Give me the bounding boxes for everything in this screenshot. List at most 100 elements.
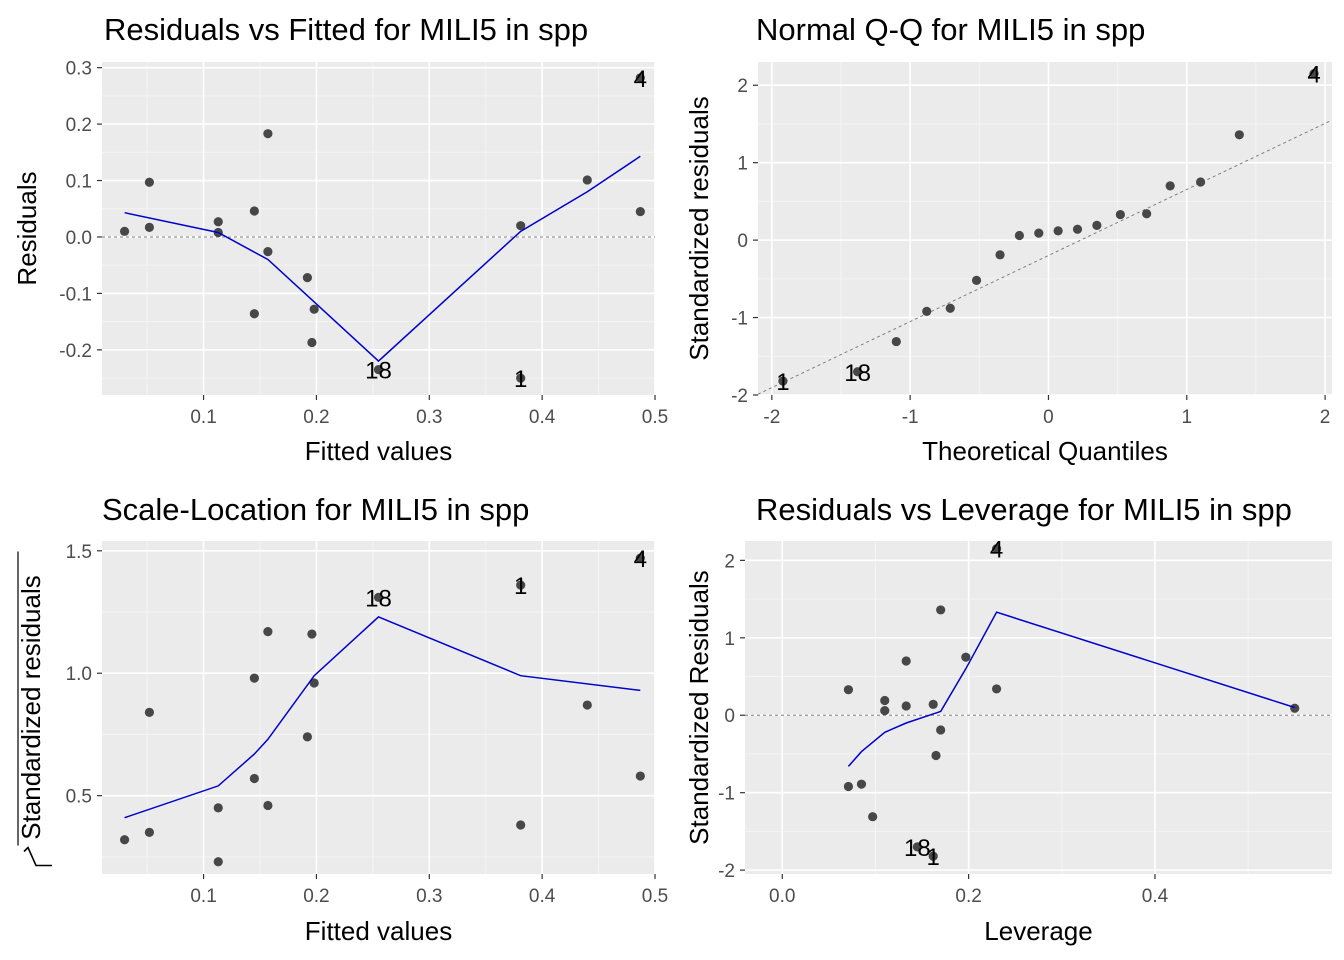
x-tick-label: 2 [1320, 407, 1331, 428]
point-label: 1 [514, 366, 527, 393]
qq-reference-line [758, 119, 1332, 395]
y-axis-title: Residuals [12, 171, 42, 285]
y-tick-label: -2 [718, 861, 735, 882]
data-point [971, 275, 982, 285]
data-point [922, 306, 932, 316]
data-point [263, 800, 273, 811]
y-axis-title: Standardized residuals [16, 575, 46, 840]
data-point [635, 206, 645, 217]
data-point [302, 732, 312, 742]
x-tick-label: 1 [1181, 407, 1192, 428]
data-point [144, 707, 154, 717]
y-tick-label: 0 [737, 231, 748, 252]
data-point [901, 701, 911, 711]
y-tick-label: -1 [731, 309, 748, 330]
smooth-line [124, 616, 641, 819]
point-label: 1 [514, 573, 527, 600]
data-point [961, 652, 971, 662]
data-point [144, 827, 154, 837]
data-point [995, 250, 1005, 260]
data-point [144, 222, 154, 232]
point-label: 1 [776, 369, 789, 396]
data-point [856, 779, 867, 789]
y-tick-label: 0.0 [66, 228, 92, 249]
x-tick-label: 0.4 [529, 407, 556, 428]
panel-title: Residuals vs Leverage for MILI5 in spp [756, 492, 1292, 527]
data-point [1290, 703, 1300, 713]
point-label: 18 [365, 358, 392, 385]
point-label: 4 [1307, 62, 1320, 89]
y-tick-label: -0.1 [59, 284, 92, 305]
data-point [635, 553, 645, 563]
data-point [635, 73, 645, 83]
y-tick-label: -1 [718, 784, 735, 805]
data-point [936, 605, 946, 615]
data-point [1309, 69, 1319, 79]
data-point [263, 129, 273, 139]
data-point [249, 673, 259, 683]
data-point [213, 217, 223, 227]
data-point [843, 685, 854, 695]
x-axis-title: Fitted values [305, 916, 452, 946]
data-point [868, 812, 878, 822]
data-point [1142, 209, 1152, 219]
data-point [912, 842, 922, 852]
data-point [945, 303, 955, 313]
data-point [516, 580, 526, 590]
data-point [891, 336, 901, 347]
y-tick-label: 1 [737, 154, 748, 175]
y-tick-label: 0.3 [66, 59, 92, 80]
point-label: 18 [904, 835, 931, 862]
panel-rvf: 4 18 1 0.1 0.2 0.3 0.4 0.5 -0.2 -0.1 0.0 0.1 0.2 0.3 R… [12, 12, 668, 466]
data-point [928, 851, 938, 861]
point-label: 18 [844, 360, 871, 387]
smooth-line [124, 155, 641, 363]
data-point [843, 781, 854, 792]
y-tick-label: 2 [724, 551, 735, 572]
data-point [119, 226, 130, 236]
data-point [991, 544, 1002, 554]
point-label: 4 [634, 546, 647, 573]
data-point [931, 750, 941, 761]
x-axis-title: Fitted values [305, 436, 452, 466]
x-tick-label: 0.0 [769, 886, 795, 907]
data-point [213, 803, 223, 813]
x-tick-label: 0.5 [642, 407, 668, 428]
data-point [516, 373, 526, 383]
data-point [582, 175, 592, 185]
y-tick-label: 1.5 [66, 542, 92, 563]
y-tick-label: -2 [731, 386, 748, 407]
x-tick-label: 0.2 [955, 886, 981, 907]
plot-area [745, 541, 1332, 874]
data-point [213, 857, 223, 867]
y-tick-label: -0.2 [59, 341, 92, 362]
y-tick-label: 1 [724, 629, 735, 650]
data-point [249, 206, 259, 216]
x-tick-label: 0.4 [529, 886, 556, 907]
data-point [991, 684, 1002, 694]
plot-area [102, 62, 655, 395]
y-tick-label: 1.0 [66, 664, 92, 685]
x-axis-title: Theoretical Quantiles [922, 436, 1168, 466]
x-tick-label: 0.3 [416, 886, 442, 907]
data-point [516, 221, 526, 231]
y-axis-title: Standardized Residuals [684, 570, 714, 845]
y-tick-label: 2 [737, 76, 748, 97]
data-point [373, 592, 384, 602]
panel-title: Residuals vs Fitted for MILI5 in spp [104, 12, 588, 47]
point-label: 1 [927, 844, 940, 871]
data-point [309, 678, 319, 688]
point-label: 4 [634, 66, 647, 93]
x-tick-label: 0.1 [190, 886, 216, 907]
x-tick-label: 0 [1043, 407, 1054, 428]
y-tick-label: 0 [724, 706, 735, 727]
plot-panel [758, 62, 1332, 395]
x-tick-label: 0.1 [190, 407, 216, 428]
x-tick-label: -1 [902, 407, 919, 428]
data-point [1196, 177, 1206, 187]
data-point [880, 695, 890, 706]
smooth-line [847, 611, 1295, 767]
data-point [144, 177, 154, 187]
